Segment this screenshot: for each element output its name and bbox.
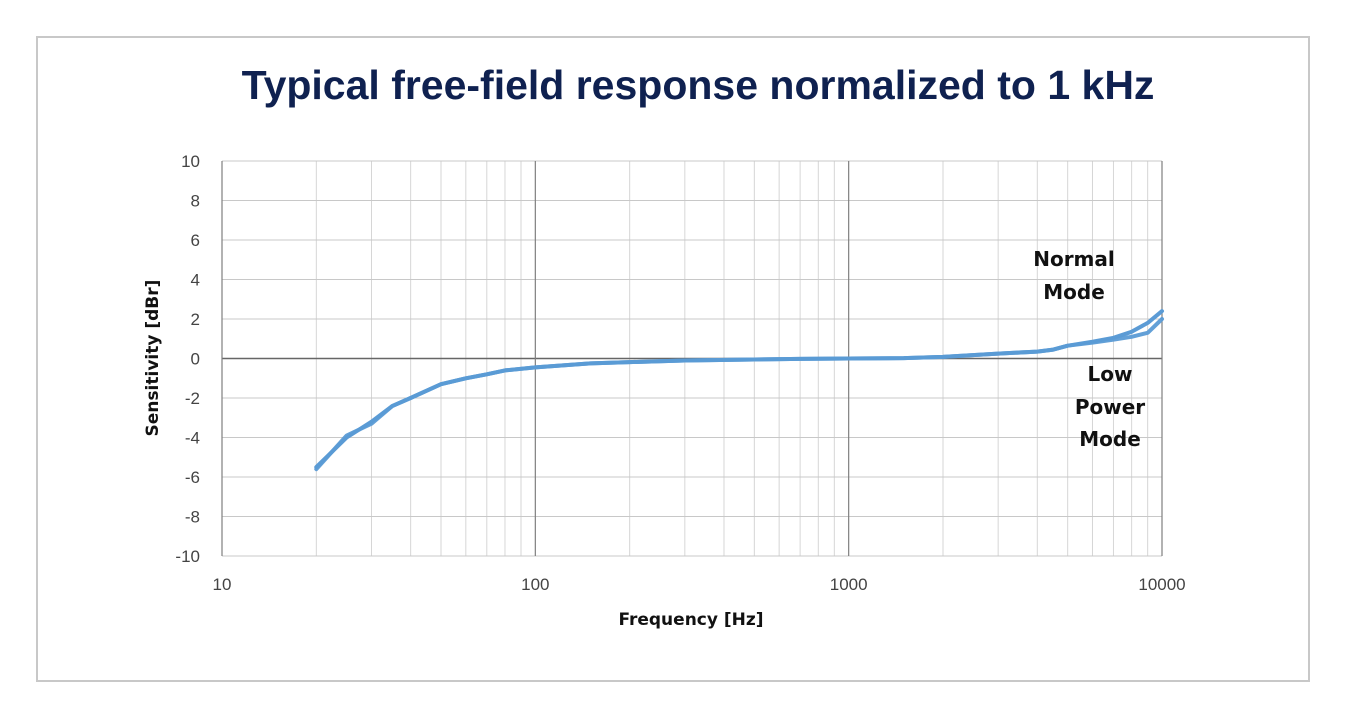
- x-tick-label: 10000: [1138, 575, 1185, 594]
- annotation-low-line3: Mode: [1079, 427, 1141, 451]
- y-tick-label: 2: [191, 310, 200, 329]
- y-tick-label: 4: [191, 271, 200, 290]
- y-tick-label: -10: [175, 547, 200, 566]
- y-tick-label: 6: [191, 231, 200, 250]
- x-tick-label: 10: [213, 575, 232, 594]
- series-line-low-power-mode: [314, 317, 1164, 472]
- series-line-normal-mode: [314, 309, 1164, 470]
- y-tick-label: 0: [191, 350, 200, 369]
- y-tick-label: 10: [181, 152, 200, 171]
- x-tick-label: 1000: [830, 575, 868, 594]
- tick-labels: 10 8 6 4 2 0 -2 -4 -6 -8 -10 10 100 1000 10000: [175, 152, 1185, 594]
- y-tick-label: 8: [191, 192, 200, 211]
- annotation-low-line1: Low: [1088, 362, 1133, 386]
- chart-title: Typical free-field response normalized t…: [241, 62, 1155, 108]
- y-tick-label: -6: [185, 468, 200, 487]
- x-axis-label: Frequency [Hz]: [618, 610, 763, 630]
- annotation-low-line2: Power: [1075, 395, 1145, 419]
- y-tick-label: -2: [185, 389, 200, 408]
- y-axis-label: Sensitivity [dBr]: [143, 280, 163, 437]
- annotation-normal-line1: Normal: [1033, 247, 1115, 271]
- y-tick-label: -4: [185, 429, 200, 448]
- annotation-normal-line2: Mode: [1043, 280, 1105, 304]
- x-tick-label: 100: [521, 575, 549, 594]
- y-tick-label: -8: [185, 508, 200, 527]
- series-lines: [314, 309, 1164, 472]
